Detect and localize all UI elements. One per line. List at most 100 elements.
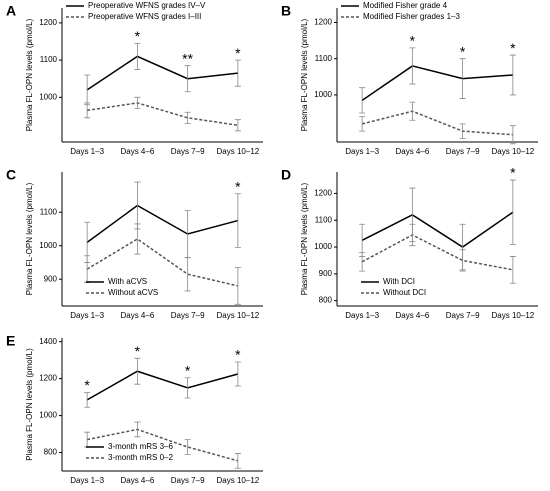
error-bar	[134, 96, 141, 109]
significance-mark: **	[182, 50, 193, 66]
y-tick-label: 1000	[314, 242, 332, 251]
error-bar	[184, 65, 191, 93]
error-bar	[134, 223, 141, 255]
series-line	[86, 55, 238, 91]
x-tick-label: Days 1–3	[70, 476, 104, 485]
error-bar	[134, 421, 141, 438]
x-tick-label: Days 1–3	[70, 311, 104, 320]
series-line	[86, 428, 239, 462]
legend-label: 3-month mRS 0–2	[108, 453, 173, 462]
legend-label: Modified Fisher grade 4	[363, 1, 448, 10]
error-bar	[409, 101, 416, 121]
legend-label: Without DCI	[383, 288, 426, 297]
x-tick-label: Days 1–3	[70, 147, 104, 156]
x-tick-label: Days 10–12	[217, 476, 260, 485]
error-bar	[234, 267, 241, 305]
panel-label: C	[6, 167, 16, 183]
legend-label: Without aCVS	[108, 288, 158, 297]
error-bar	[359, 87, 366, 114]
error-bar	[184, 257, 191, 292]
x-tick-label: Days 10–12	[492, 147, 535, 156]
error-bar	[184, 439, 191, 455]
x-tick-label: Days 4–6	[120, 476, 154, 485]
significance-mark: *	[235, 347, 241, 363]
series-line	[86, 238, 239, 287]
panel-label: E	[6, 333, 15, 349]
error-bar	[359, 223, 366, 257]
error-bar	[509, 179, 516, 245]
x-tick-label: Days 4–6	[120, 147, 154, 156]
significance-mark: *	[185, 362, 191, 378]
error-bar	[134, 42, 141, 70]
y-tick-label: 1000	[39, 92, 57, 101]
error-bar	[509, 54, 516, 96]
legend-label: Modified Fisher grades 1–3	[363, 12, 460, 21]
y-tick-label: 900	[319, 269, 333, 278]
error-bar	[509, 125, 516, 145]
error-bar	[234, 361, 241, 387]
error-bar	[509, 256, 516, 284]
error-bar	[359, 252, 366, 272]
legend-label: With aCVS	[108, 277, 147, 286]
y-axis-label: Plasma FL-OPN levels (pmol/L)	[300, 18, 309, 131]
series-line	[361, 110, 513, 136]
error-bar	[84, 102, 91, 119]
x-tick-label: Days 7–9	[446, 147, 480, 156]
error-bar	[234, 453, 241, 469]
y-tick-label: 1100	[315, 215, 333, 224]
series-line	[361, 211, 514, 248]
error-bar	[84, 255, 91, 283]
x-tick-label: Days 7–9	[171, 476, 205, 485]
significance-mark: *	[135, 343, 141, 359]
x-tick-label: Days 10–12	[217, 311, 260, 320]
error-bar	[234, 193, 241, 248]
significance-mark: *	[235, 45, 241, 61]
error-bar	[234, 59, 241, 87]
significance-mark: *	[410, 33, 416, 49]
y-axis-label: Plasma FL-OPN levels (pmol/L)	[300, 182, 309, 295]
y-tick-label: 1100	[40, 55, 58, 64]
y-tick-label: 1000	[39, 411, 57, 420]
y-axis-label: Plasma FL-OPN levels (pmol/L)	[25, 348, 34, 461]
x-tick-label: Days 4–6	[120, 311, 154, 320]
panel-label: D	[281, 167, 291, 183]
legend-label: Preoperative WFNS grades IV–V	[88, 1, 206, 10]
error-bar	[184, 111, 191, 124]
y-axis-label: Plasma FL-OPN levels (pmol/L)	[25, 18, 34, 131]
y-axis-label: Plasma FL-OPN levels (pmol/L)	[25, 182, 34, 295]
y-tick-label: 800	[44, 448, 58, 457]
y-tick-label: 1100	[315, 54, 333, 63]
x-tick-label: Days 4–6	[395, 311, 429, 320]
y-tick-label: 1000	[39, 241, 57, 250]
error-bar	[134, 357, 141, 385]
error-bar	[409, 223, 416, 247]
x-tick-label: Days 7–9	[171, 147, 205, 156]
error-bar	[409, 47, 416, 85]
y-tick-label: 1200	[314, 189, 332, 198]
y-tick-label: 900	[44, 274, 58, 283]
y-tick-label: 1200	[314, 18, 332, 27]
series-line	[361, 234, 514, 271]
series-line	[86, 204, 239, 243]
error-bar	[184, 377, 191, 399]
y-tick-label: 1200	[39, 374, 57, 383]
legend-label: 3-month mRS 3–6	[108, 442, 173, 451]
error-bar	[459, 58, 466, 99]
error-bar	[459, 123, 466, 139]
significance-mark: *	[460, 43, 466, 59]
legend-label: Preoperative WFNS grades I–III	[88, 12, 201, 21]
error-bar	[459, 249, 466, 272]
error-bar	[84, 74, 91, 106]
y-tick-label: 800	[319, 296, 333, 305]
error-bar	[84, 392, 91, 408]
x-tick-label: Days 10–12	[217, 147, 260, 156]
y-tick-label: 1100	[40, 207, 58, 216]
x-tick-label: Days 10–12	[492, 311, 535, 320]
significance-mark: *	[510, 165, 516, 181]
error-bar	[134, 181, 141, 230]
significance-mark: *	[135, 28, 141, 44]
y-tick-label: 1000	[314, 90, 332, 99]
x-tick-label: Days 4–6	[395, 147, 429, 156]
x-tick-label: Days 1–3	[345, 147, 379, 156]
